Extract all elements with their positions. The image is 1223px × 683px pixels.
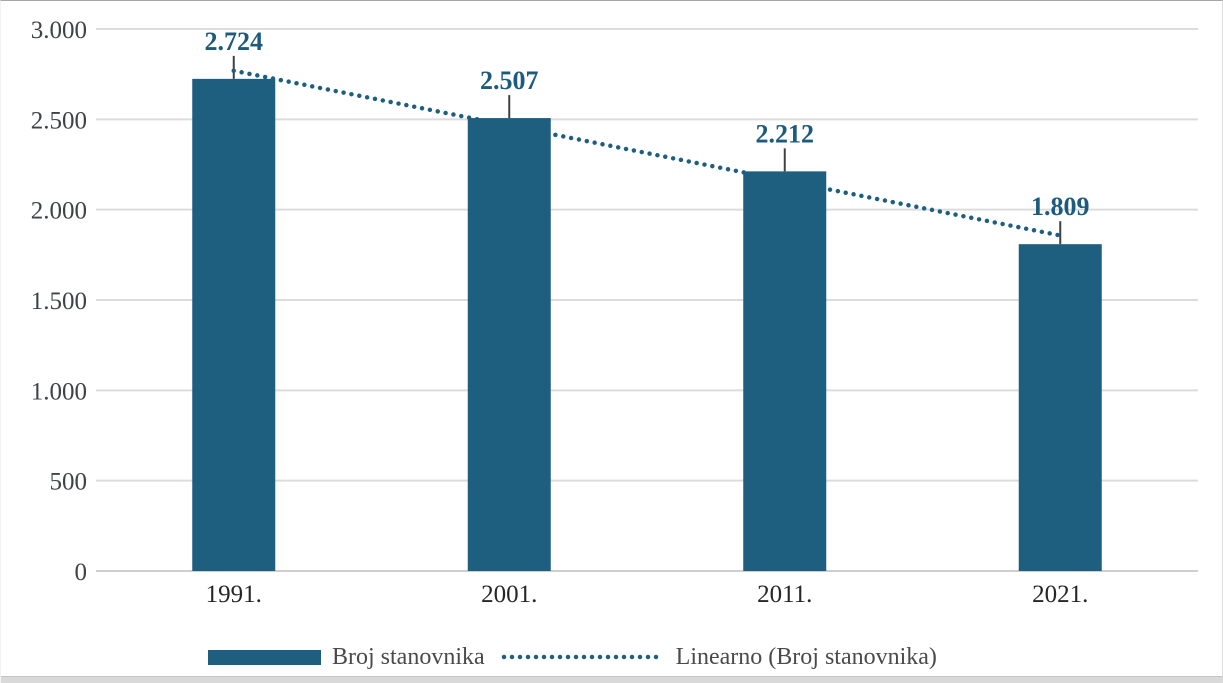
data-label: 1.809 <box>1031 192 1090 221</box>
y-tick-label: 3.000 <box>31 17 87 44</box>
legend-bar-swatch <box>208 649 321 665</box>
y-tick-label: 500 <box>50 469 88 496</box>
data-label: 2.212 <box>756 119 815 148</box>
chart-legend: Broj stanovnika Linearno (Broj stanovnik… <box>208 642 937 672</box>
data-label: 2.724 <box>205 27 264 56</box>
y-tick-label: 0 <box>75 559 88 586</box>
bar-2001 <box>467 118 551 571</box>
x-axis-label: 2011. <box>757 581 812 608</box>
y-tick-label: 2.000 <box>31 198 87 225</box>
bar-2021 <box>1018 244 1102 571</box>
y-tick-label: 1.500 <box>31 288 87 315</box>
trendline <box>231 68 1063 238</box>
x-axis-label: 1991. <box>206 581 262 608</box>
bar-chart-plot: 0 500 1.000 1.500 2.000 2.500 3.000 2.724 1991. 2… <box>31 17 1198 608</box>
bar-2011 <box>743 171 827 571</box>
legend-series-label: Broj stanovnika <box>332 643 485 670</box>
legend-trendline-label: Linearno (Broj stanovnika) <box>675 643 937 670</box>
x-axis-label: 2021. <box>1032 581 1088 608</box>
x-axis-label: 2001. <box>481 581 537 608</box>
legend-trendline-swatch-icon <box>501 654 664 660</box>
y-tick-label: 1.000 <box>31 378 87 405</box>
y-tick-label: 2.500 <box>31 107 87 134</box>
bar-1991 <box>192 78 276 571</box>
bottom-border <box>1 676 1222 683</box>
data-label: 2.507 <box>480 66 539 95</box>
